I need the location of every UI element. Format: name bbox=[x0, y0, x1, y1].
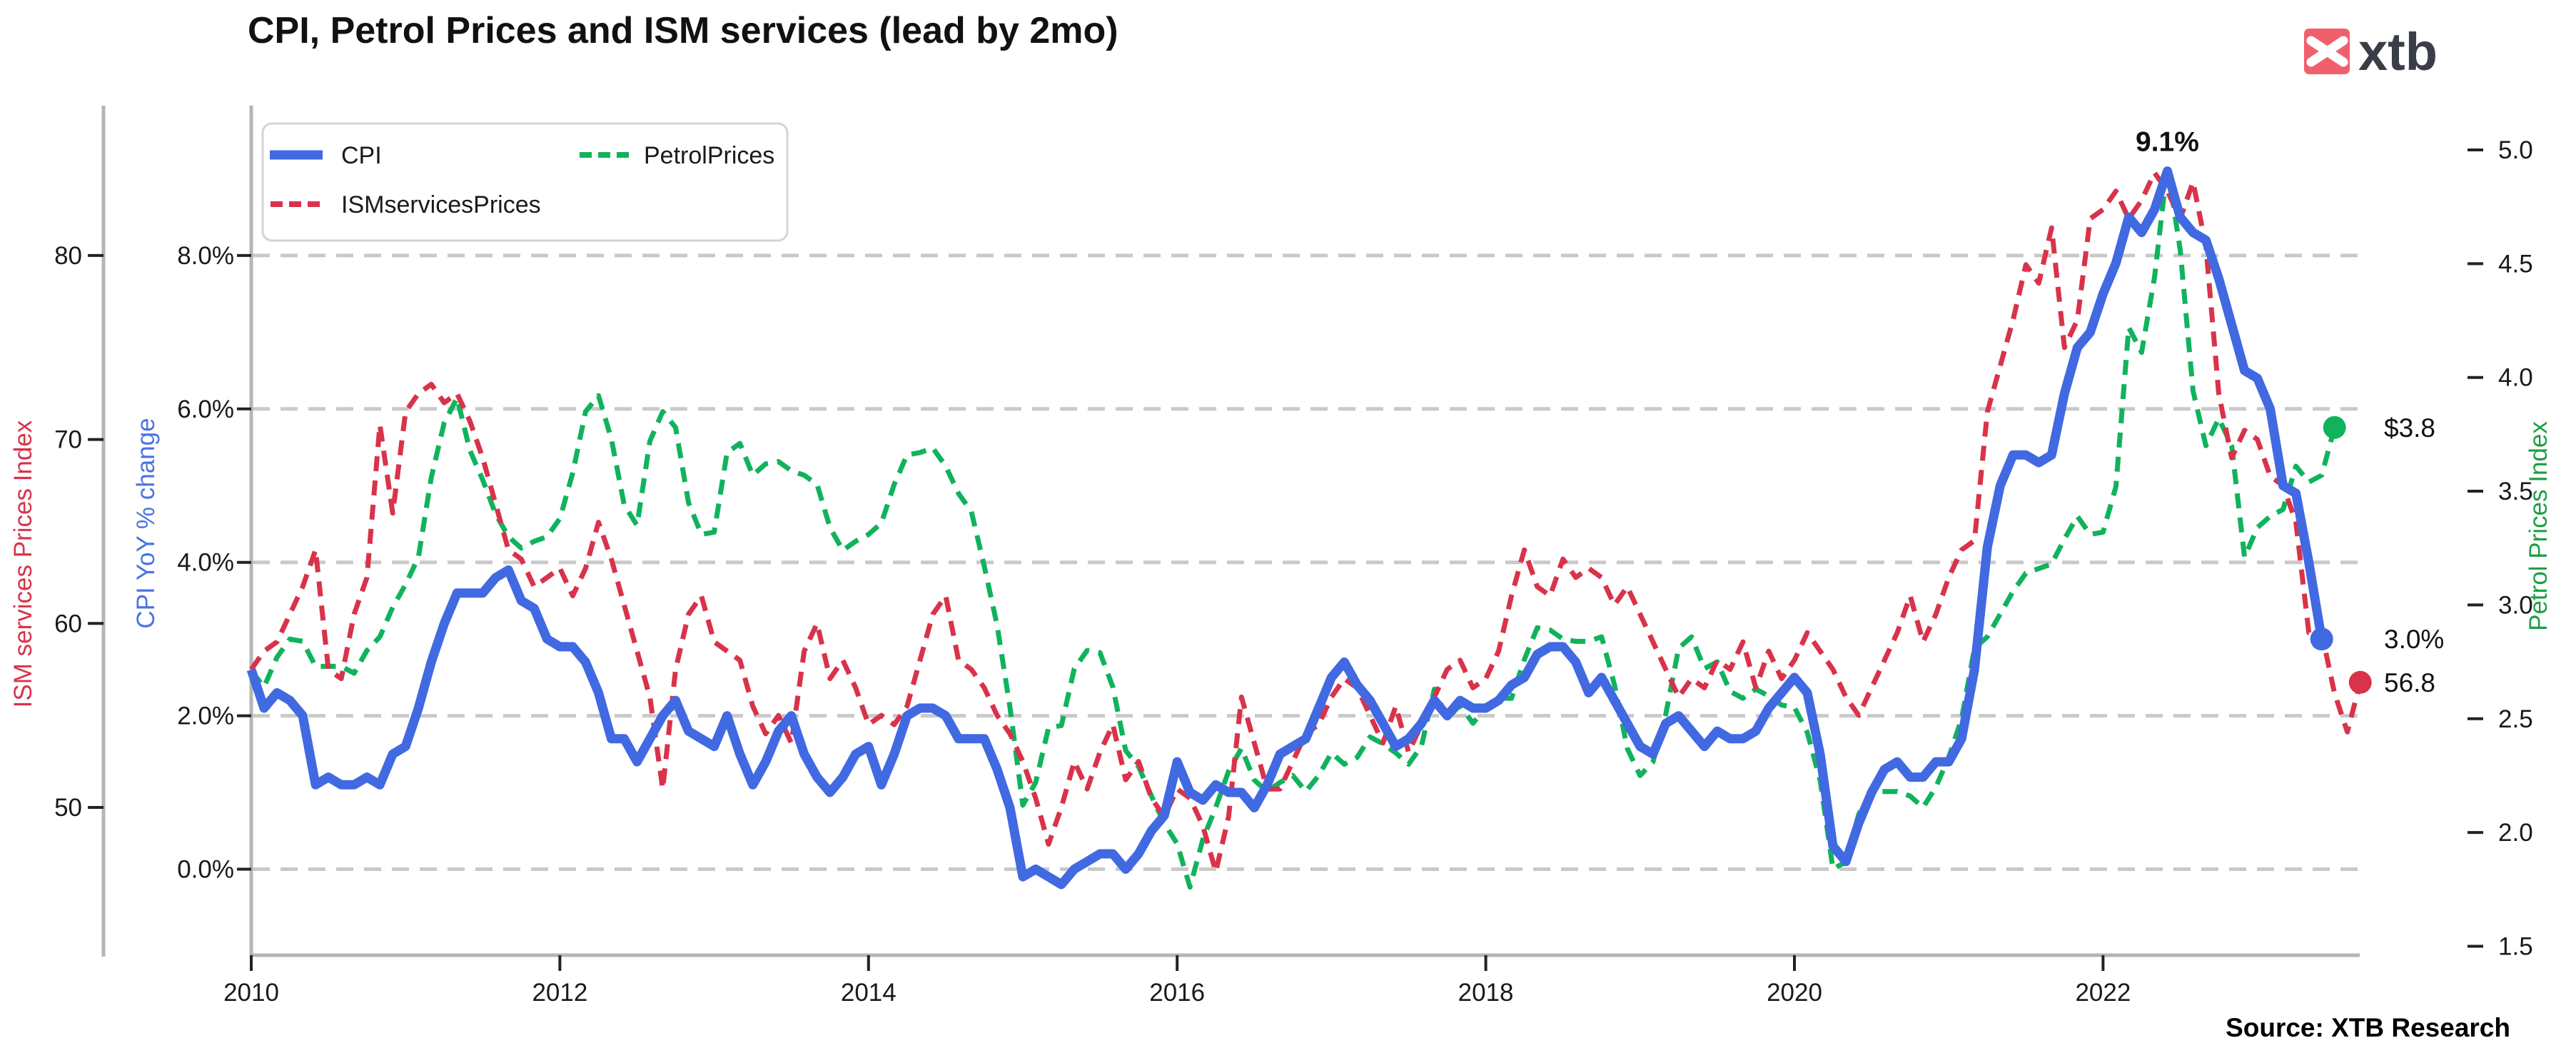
x-tick-label: 2012 bbox=[532, 979, 587, 1007]
legend-label-petrol: PetrolPrices bbox=[644, 142, 774, 169]
series-petrolprices-line bbox=[249, 163, 2338, 890]
cpi-end-dot bbox=[2310, 628, 2333, 651]
legend-label-ism: ISMservicesPrices bbox=[341, 191, 541, 218]
x-tick-label: 2020 bbox=[1767, 979, 1822, 1007]
cpi-end-value-label: 3.0% bbox=[2384, 625, 2444, 654]
cpi-tick-label: 6.0% bbox=[177, 396, 234, 423]
x-tick-label: 2014 bbox=[841, 979, 896, 1007]
petrol-tick-label: 2.0 bbox=[2498, 819, 2533, 847]
cpi-tick-label: 2.0% bbox=[177, 702, 234, 730]
x-tick-label: 2016 bbox=[1149, 979, 1205, 1007]
x-tick-label: 2018 bbox=[1458, 979, 1514, 1007]
x-arrows-icon bbox=[2306, 36, 2348, 67]
axes-layer: 50 60 70 80 0.0% 2.0% 4.0% 6.0% 8.0% 1.5 2.0 2.5 3.0… bbox=[54, 106, 2533, 1007]
legend-box bbox=[261, 122, 789, 242]
petrolprices-end-value-label: $3.8 bbox=[2384, 413, 2435, 443]
petrol-tick-label: 4.0 bbox=[2498, 364, 2533, 392]
logo-text: xtb bbox=[2358, 22, 2438, 81]
series-layer bbox=[246, 163, 2363, 890]
cpi-tick-label: 0.0% bbox=[177, 856, 234, 884]
source-note: Source: XTB Research bbox=[2226, 1013, 2510, 1042]
cpi-peak-label: 9.1% bbox=[2136, 127, 2199, 158]
legend: CPI ISMservicesPrices PetrolPrices bbox=[261, 122, 789, 242]
annotations-layer: $3.8 56.8 3.0% 9.1% bbox=[2136, 127, 2444, 697]
petrol-tick-label: 4.5 bbox=[2498, 250, 2533, 278]
series-cpi-line bbox=[246, 166, 2327, 890]
ism-tick-label: 80 bbox=[54, 242, 82, 270]
petrol-axis-title: Petrol Prices Index bbox=[2525, 421, 2552, 631]
petrol-tick-label: 5.0 bbox=[2498, 136, 2533, 164]
petrol-tick-label: 2.5 bbox=[2498, 705, 2533, 733]
cpi-axis-title: CPI YoY % change bbox=[132, 418, 160, 628]
ism-tick-label: 50 bbox=[54, 794, 82, 822]
chart-title: CPI, Petrol Prices and ISM services (lea… bbox=[248, 10, 1118, 51]
ismservicesprices-end-value-label: 56.8 bbox=[2384, 668, 2435, 697]
cpi-tick-label: 8.0% bbox=[177, 242, 234, 270]
petrolprices-end-dot bbox=[2323, 415, 2346, 439]
ism-tick-label: 70 bbox=[54, 426, 82, 454]
ism-axis-title: ISM services Prices Index bbox=[9, 420, 37, 707]
ismservicesprices-end-dot bbox=[2348, 670, 2372, 694]
cpi-tick-label: 4.0% bbox=[177, 549, 234, 577]
legend-label-cpi: CPI bbox=[341, 142, 382, 169]
x-tick-label: 2010 bbox=[223, 979, 279, 1007]
x-tick-label: 2022 bbox=[2075, 979, 2131, 1007]
xtb-logo: xtb bbox=[2304, 22, 2438, 81]
petrol-tick-label: 3.0 bbox=[2498, 591, 2533, 619]
petrol-tick-label: 3.5 bbox=[2498, 478, 2533, 505]
ism-tick-label: 60 bbox=[54, 610, 82, 638]
petrol-tick-label: 1.5 bbox=[2498, 932, 2533, 960]
